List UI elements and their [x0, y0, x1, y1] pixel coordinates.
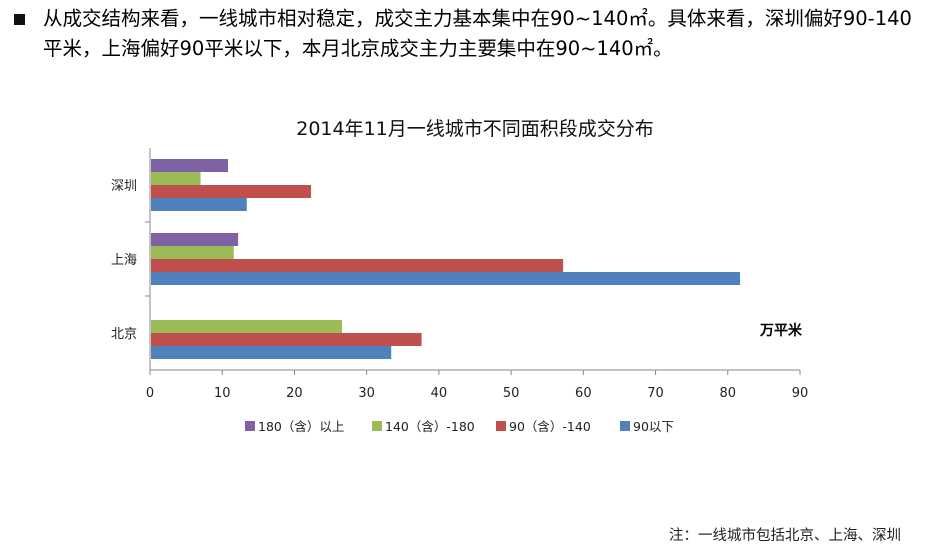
bullet-square-icon: [14, 14, 25, 25]
bar-上海-0: [151, 233, 239, 246]
bar-北京-2: [151, 333, 422, 346]
legend-label: 90以下: [633, 419, 674, 434]
unit-label: 万平米: [760, 323, 802, 339]
legend-swatch: [372, 421, 382, 431]
x-tick-label: 50: [503, 386, 520, 401]
bar-北京-1: [151, 320, 343, 333]
x-tick-label: 10: [214, 386, 231, 401]
x-tick-label: 20: [286, 386, 303, 401]
bar-上海-3: [151, 272, 741, 285]
x-tick-label: 30: [358, 386, 375, 401]
x-tick-label: 40: [431, 386, 448, 401]
legend-swatch: [620, 421, 630, 431]
legend-swatch: [496, 421, 506, 431]
legend-swatch: [245, 421, 255, 431]
summary-text: 从成交结构来看，一线城市相对稳定，成交主力基本集中在90~140㎡。具体来看，深…: [43, 7, 912, 60]
legend-label: 90（含）-140: [509, 419, 591, 434]
footnote: 注：一线城市包括北京、上海、深圳: [669, 528, 901, 544]
x-tick-label: 0: [146, 386, 154, 401]
bar-上海-2: [151, 259, 564, 272]
y-category-label: 北京: [111, 327, 137, 342]
legend-label: 180（含）以上: [258, 419, 344, 434]
x-tick-label: 60: [575, 386, 592, 401]
bar-深圳-3: [151, 198, 247, 211]
bar-深圳-1: [151, 172, 201, 185]
bar-深圳-2: [151, 185, 312, 198]
chart-title: 2014年11月一线城市不同面积段成交分布: [296, 118, 654, 140]
summary-bullet: 从成交结构来看，一线城市相对稳定，成交主力基本集中在90~140㎡。具体来看，深…: [14, 4, 919, 64]
bar-上海-1: [151, 246, 234, 259]
x-tick-label: 70: [647, 386, 664, 401]
legend-label: 140（含）-180: [385, 419, 475, 434]
bar-北京-3: [151, 346, 392, 359]
bar-深圳-0: [151, 159, 228, 172]
y-category-label: 深圳: [111, 179, 137, 194]
x-tick-label: 80: [720, 386, 737, 401]
x-tick-label: 90: [792, 386, 809, 401]
y-category-label: 上海: [111, 253, 137, 268]
